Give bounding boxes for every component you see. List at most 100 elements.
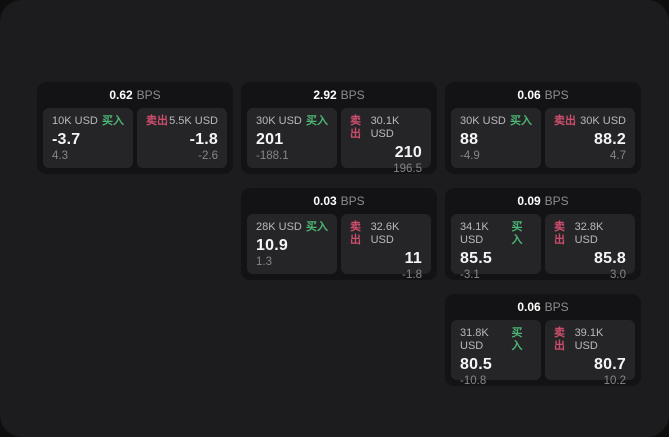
sell-side-label: 卖出 <box>554 115 576 127</box>
card-body: 28K USD 买入 10.9 1.3 卖出 32.6K USD 11 -1.8 <box>247 214 431 281</box>
card-header: 0.62 BPS <box>37 82 233 108</box>
card-header: 0.06 BPS <box>445 82 641 108</box>
buy-cell-top: 31.8K USD 买入 <box>460 327 532 353</box>
sell-sub-value: -1.8 <box>402 269 422 281</box>
quote-card: 0.62 BPS 10K USD 买入 -3.7 4.3 卖出 5.5K USD… <box>37 82 233 174</box>
sell-side-label: 卖出 <box>146 115 168 127</box>
buy-amount: 28K USD <box>256 221 302 233</box>
bps-value: 0.03 <box>313 194 337 208</box>
buy-cell-top: 10K USD 买入 <box>52 115 124 128</box>
sell-amount: 30K USD <box>580 115 626 127</box>
bps-unit-label: BPS <box>340 88 365 102</box>
card-body: 30K USD 买入 88 -4.9 卖出 30K USD 88.2 4.7 <box>451 108 635 168</box>
buy-cell-top: 30K USD 买入 <box>460 115 532 128</box>
buy-side-label: 买入 <box>511 327 523 352</box>
sell-cell-top: 卖出 32.6K USD <box>350 221 422 247</box>
bps-value: 0.06 <box>517 88 541 102</box>
buy-side-label: 买入 <box>102 115 124 127</box>
bps-value: 0.62 <box>109 88 133 102</box>
sell-amount: 32.8K USD <box>574 221 604 246</box>
sell-cell[interactable]: 卖出 39.1K USD 80.7 10.2 <box>545 320 635 387</box>
buy-amount: 34.1K USD <box>460 221 489 246</box>
card-body: 30K USD 买入 201 -188.1 卖出 30.1K USD 210 1… <box>247 108 431 175</box>
buy-cell[interactable]: 10K USD 买入 -3.7 4.3 <box>43 108 133 168</box>
sell-price: 88.2 <box>594 131 626 148</box>
sell-price: -1.8 <box>189 131 218 148</box>
bps-unit-label: BPS <box>544 194 569 208</box>
sell-side-label: 卖出 <box>554 221 565 246</box>
buy-price: -3.7 <box>52 131 81 148</box>
bps-unit-label: BPS <box>340 194 365 208</box>
sell-sub-value: 3.0 <box>610 269 626 281</box>
card-header: 2.92 BPS <box>241 82 437 108</box>
bps-unit-label: BPS <box>136 88 161 102</box>
buy-sub-value: -10.8 <box>460 375 487 387</box>
buy-price: 85.5 <box>460 250 492 267</box>
buy-sub-value: 1.3 <box>256 256 272 268</box>
buy-sub-value: -3.1 <box>460 269 480 281</box>
buy-amount: 31.8K USD <box>460 327 489 352</box>
buy-cell[interactable]: 31.8K USD 买入 80.5 -10.8 <box>451 320 541 387</box>
sell-cell[interactable]: 卖出 5.5K USD -1.8 -2.6 <box>137 108 227 168</box>
sell-cell-top: 卖出 32.8K USD <box>554 221 626 247</box>
sell-cell[interactable]: 卖出 30K USD 88.2 4.7 <box>545 108 635 168</box>
buy-cell-top: 34.1K USD 买入 <box>460 221 532 247</box>
card-body: 34.1K USD 买入 85.5 -3.1 卖出 32.8K USD 85.8… <box>451 214 635 281</box>
sell-sub-value: 4.7 <box>610 150 626 162</box>
sell-cell-top: 卖出 30.1K USD <box>350 115 422 141</box>
buy-amount: 30K USD <box>256 115 302 127</box>
buy-sub-value: -4.9 <box>460 150 480 162</box>
sell-sub-value: -2.6 <box>198 150 218 162</box>
sell-side-label: 卖出 <box>350 221 361 246</box>
sell-amount: 5.5K USD <box>169 115 218 127</box>
buy-cell[interactable]: 30K USD 买入 201 -188.1 <box>247 108 337 168</box>
sell-cell-top: 卖出 39.1K USD <box>554 327 626 353</box>
sell-price: 11 <box>404 250 422 267</box>
sell-sub-value: 196.5 <box>393 163 422 175</box>
buy-side-label: 买入 <box>306 221 328 233</box>
sell-cell[interactable]: 卖出 30.1K USD 210 196.5 <box>341 108 431 175</box>
card-body: 31.8K USD 买入 80.5 -10.8 卖出 39.1K USD 80.… <box>451 320 635 387</box>
quote-card: 0.06 BPS 31.8K USD 买入 80.5 -10.8 卖出 39.1… <box>445 294 641 387</box>
buy-sub-value: 4.3 <box>52 150 68 162</box>
quote-card: 2.92 BPS 30K USD 买入 201 -188.1 卖出 30.1K … <box>241 82 437 175</box>
buy-sub-value: -188.1 <box>256 150 289 162</box>
quote-card: 0.03 BPS 28K USD 买入 10.9 1.3 卖出 32.6K US… <box>241 188 437 281</box>
card-body: 10K USD 买入 -3.7 4.3 卖出 5.5K USD -1.8 -2.… <box>43 108 227 168</box>
buy-side-label: 买入 <box>510 115 532 127</box>
bps-value: 2.92 <box>313 88 337 102</box>
buy-side-label: 买入 <box>511 221 523 246</box>
buy-cell-top: 28K USD 买入 <box>256 221 328 234</box>
sell-side-label: 卖出 <box>554 327 565 352</box>
sell-price: 80.7 <box>594 356 626 373</box>
sell-cell[interactable]: 卖出 32.8K USD 85.8 3.0 <box>545 214 635 281</box>
buy-cell[interactable]: 34.1K USD 买入 85.5 -3.1 <box>451 214 541 281</box>
sell-price: 85.8 <box>594 250 626 267</box>
buy-cell[interactable]: 28K USD 买入 10.9 1.3 <box>247 214 337 274</box>
buy-price: 88 <box>460 131 479 148</box>
card-header: 0.09 BPS <box>445 188 641 214</box>
quote-card: 0.09 BPS 34.1K USD 买入 85.5 -3.1 卖出 32.8K… <box>445 188 641 281</box>
buy-cell[interactable]: 30K USD 买入 88 -4.9 <box>451 108 541 168</box>
card-header: 0.03 BPS <box>241 188 437 214</box>
buy-amount: 30K USD <box>460 115 506 127</box>
bps-value: 0.09 <box>517 194 541 208</box>
sell-cell[interactable]: 卖出 32.6K USD 11 -1.8 <box>341 214 431 281</box>
sell-price: 210 <box>394 144 422 161</box>
sell-amount: 30.1K USD <box>370 115 400 140</box>
buy-price: 10.9 <box>256 237 288 254</box>
bps-unit-label: BPS <box>544 88 569 102</box>
quote-card: 0.06 BPS 30K USD 买入 88 -4.9 卖出 30K USD 8… <box>445 82 641 174</box>
buy-price: 80.5 <box>460 356 492 373</box>
buy-cell-top: 30K USD 买入 <box>256 115 328 128</box>
bps-value: 0.06 <box>517 300 541 314</box>
buy-amount: 10K USD <box>52 115 98 127</box>
sell-sub-value: 10.2 <box>603 375 626 387</box>
sell-cell-top: 卖出 5.5K USD <box>146 115 218 128</box>
sell-cell-top: 卖出 30K USD <box>554 115 626 128</box>
card-header: 0.06 BPS <box>445 294 641 320</box>
buy-side-label: 买入 <box>306 115 328 127</box>
buy-price: 201 <box>256 131 284 148</box>
sell-amount: 32.6K USD <box>370 221 400 246</box>
